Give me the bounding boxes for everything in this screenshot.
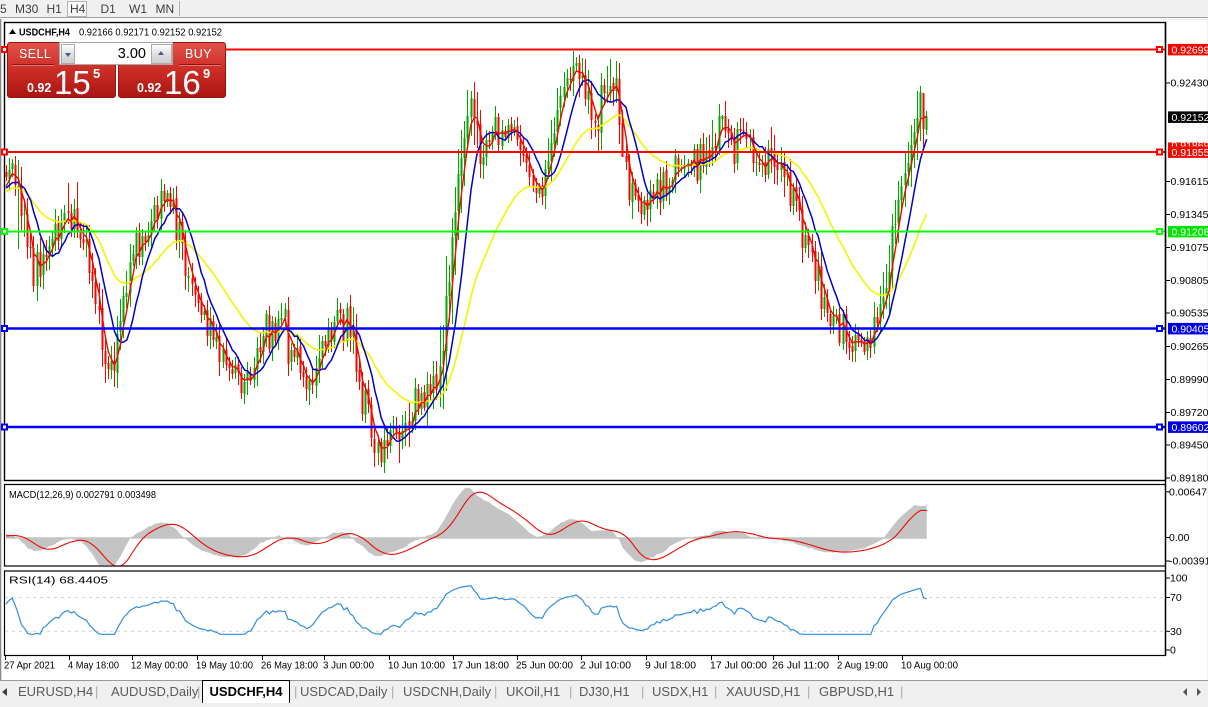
svg-text:26 May 18:00: 26 May 18:00 [261, 661, 318, 672]
svg-text:0.92699: 0.92699 [1172, 44, 1208, 56]
svg-text:RSI(14) 68.4405: RSI(14) 68.4405 [9, 575, 108, 587]
svg-text:0.92152: 0.92152 [1172, 112, 1208, 124]
svg-text:0.91075: 0.91075 [1171, 242, 1208, 254]
svg-text:0.90805: 0.90805 [1171, 275, 1208, 287]
svg-text:10 Aug 00:00: 10 Aug 00:00 [901, 661, 958, 672]
svg-text:0.91208: 0.91208 [1172, 226, 1208, 238]
svg-text:25 Jun 00:00: 25 Jun 00:00 [516, 661, 573, 672]
svg-text:17 Jul 00:00: 17 Jul 00:00 [710, 661, 767, 672]
svg-text:0.89180: 0.89180 [1171, 473, 1208, 485]
svg-text:0.89990: 0.89990 [1171, 374, 1208, 386]
svg-text:0.89602: 0.89602 [1172, 422, 1208, 434]
svg-text:12 May 00:00: 12 May 00:00 [131, 661, 188, 672]
svg-text:-0.003916: -0.003916 [1169, 556, 1208, 568]
svg-text:0.89720: 0.89720 [1171, 407, 1208, 419]
svg-text:USDCHF,H4: USDCHF,H4 [19, 27, 70, 39]
svg-text:10 Jun 10:00: 10 Jun 10:00 [388, 661, 445, 672]
svg-text:0.91855: 0.91855 [1172, 147, 1208, 159]
svg-text:26 Jul 11:00: 26 Jul 11:00 [772, 661, 829, 672]
svg-text:30: 30 [1170, 626, 1182, 638]
svg-text:0: 0 [1170, 645, 1176, 657]
svg-text:0.90535: 0.90535 [1171, 308, 1208, 320]
svg-text:0.89450: 0.89450 [1171, 440, 1208, 452]
svg-text:2 Jul 10:00: 2 Jul 10:00 [580, 661, 631, 672]
svg-text:4 May 18:00: 4 May 18:00 [68, 661, 119, 672]
svg-text:17 Jun 18:00: 17 Jun 18:00 [452, 661, 509, 672]
svg-text:70: 70 [1170, 592, 1182, 604]
svg-text:0.00: 0.00 [1169, 532, 1190, 544]
svg-text:9 Jul 18:00: 9 Jul 18:00 [645, 661, 696, 672]
svg-text:0.92430: 0.92430 [1171, 78, 1208, 90]
svg-text:0.92166 0.92171 0.92152 0.9215: 0.92166 0.92171 0.92152 0.92152 [79, 27, 222, 39]
svg-text:0.91345: 0.91345 [1171, 209, 1208, 221]
svg-text:100: 100 [1170, 573, 1188, 585]
svg-text:0.00647: 0.00647 [1169, 486, 1207, 498]
svg-text:0.91615: 0.91615 [1171, 176, 1208, 188]
svg-text:MACD(12,26,9) 0.002791 0.00349: MACD(12,26,9) 0.002791 0.003498 [9, 489, 156, 501]
svg-text:19 May 10:00: 19 May 10:00 [196, 661, 253, 672]
svg-text:2 Aug 19:00: 2 Aug 19:00 [837, 661, 888, 672]
svg-text:3 Jun 00:00: 3 Jun 00:00 [323, 661, 374, 672]
svg-text:27 Apr 2021: 27 Apr 2021 [4, 661, 55, 672]
svg-text:0.90405: 0.90405 [1172, 323, 1208, 335]
svg-text:0.90265: 0.90265 [1171, 341, 1208, 353]
